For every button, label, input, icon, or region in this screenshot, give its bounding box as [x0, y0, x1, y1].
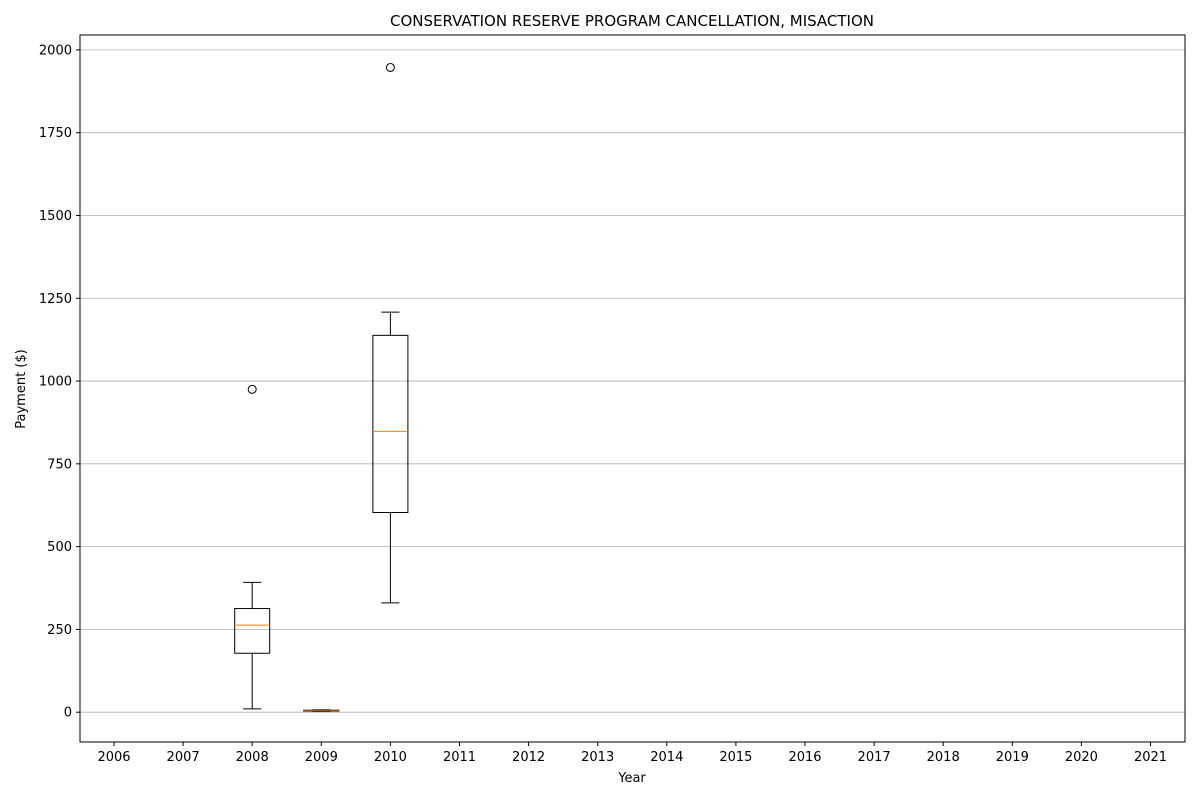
plot-frame [79, 34, 1186, 743]
x-tick-label: 2021 [1134, 750, 1167, 765]
y-tick-label: 500 [47, 540, 72, 555]
x-tick-label: 2008 [236, 750, 269, 765]
y-tick-label: 1500 [39, 209, 72, 224]
outlier-point [247, 384, 257, 394]
iqr-box [234, 608, 271, 654]
x-tick-label: 2011 [443, 750, 476, 765]
x-tick-label: 2006 [97, 750, 130, 765]
box-2010 [372, 62, 409, 604]
grid-lines [80, 49, 1185, 713]
y-tick-label: 1250 [39, 292, 72, 307]
x-tick-label: 2013 [581, 750, 614, 765]
y-tick-label: 1750 [39, 126, 72, 141]
x-tick-label: 2019 [996, 750, 1029, 765]
x-axis: 2006 2007 2008 2009 2010 2011 2012 2013 2014 2015… [97, 742, 1167, 765]
y-tick-label: 0 [64, 706, 72, 721]
x-tick-label: 2020 [1065, 750, 1098, 765]
y-tick-label: 2000 [39, 43, 72, 58]
x-tick-label: 2010 [374, 750, 407, 765]
y-tick-label: 250 [47, 623, 72, 638]
y-axis: 0 250 500 750 1000 1250 1500 1750 2000 [39, 43, 80, 721]
x-tick-label: 2015 [719, 750, 752, 765]
x-tick-label: 2012 [512, 750, 545, 765]
x-axis-label: Year [617, 771, 646, 786]
x-tick-label: 2014 [650, 750, 683, 765]
box-2009 [303, 709, 340, 713]
x-tick-label: 2007 [167, 750, 200, 765]
x-tick-label: 2018 [927, 750, 960, 765]
x-tick-label: 2017 [858, 750, 891, 765]
x-tick-label: 2016 [788, 750, 821, 765]
chart-title: CONSERVATION RESERVE PROGRAM CANCELLATIO… [390, 12, 874, 30]
y-tick-label: 1000 [39, 375, 72, 390]
outlier-point [385, 62, 395, 72]
boxes [234, 62, 409, 713]
y-axis-label: Payment ($) [14, 349, 29, 428]
x-tick-label: 2009 [305, 750, 338, 765]
y-tick-label: 750 [47, 457, 72, 472]
box-2008 [234, 384, 271, 710]
iqr-box [372, 334, 409, 514]
